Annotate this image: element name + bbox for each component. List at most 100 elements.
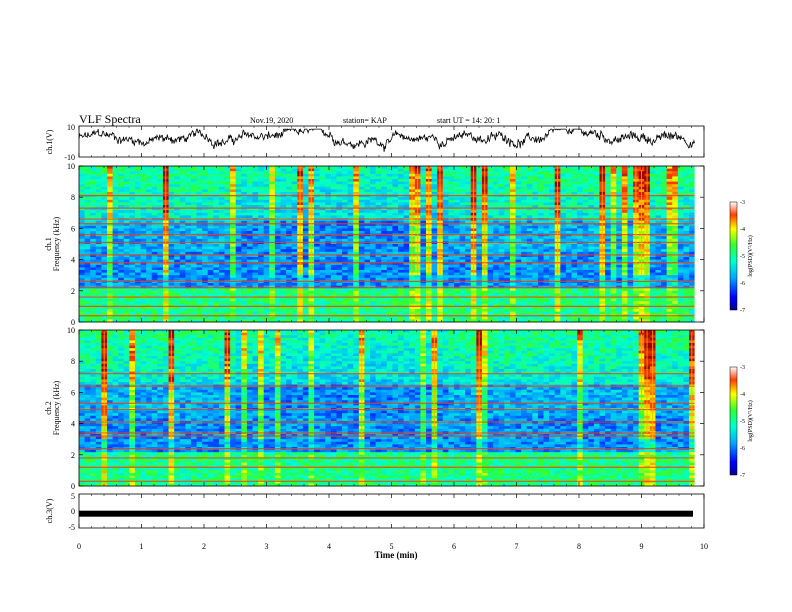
spectrogram-cell [543,166,550,170]
spectrogram-cell [593,171,600,175]
spectrogram-cell [112,168,119,172]
spectrogram-cell [269,179,276,183]
spectrogram-cell [241,176,248,180]
spectrogram-cell [582,176,589,180]
spectrogram-cell [420,171,427,175]
spectrogram-cell [280,176,287,180]
spectrogram-cell [95,173,102,177]
spectrogram-cell [190,176,198,180]
spectrogram-cell [577,166,584,170]
spectrogram-cell [342,176,349,180]
spectrogram-cell [174,171,181,175]
spectrogram-cell [353,179,360,183]
spectrogram-cell [314,173,321,177]
spectrogram-cell [593,166,600,170]
spectrogram-cell [392,176,399,180]
spectrogram-cell [370,179,377,183]
spectrogram-cell [140,166,147,170]
spectrogram-cell [666,171,673,175]
spectrogram-cell [392,166,399,170]
spectrogram-cell [493,173,500,177]
spectrogram-cell [666,173,673,177]
spectrogram-cell [532,171,539,175]
spectrogram-cell [498,171,505,175]
spectrogram-cell [218,166,226,170]
spectrogram-cell [504,173,511,177]
spectrogram-cell [241,173,248,177]
spectrogram-cell [269,166,276,170]
spectrogram-cell [235,166,242,170]
spectrogram-cell [543,171,550,175]
spectrogram-cell [213,176,220,180]
spectrogram-cell [689,166,696,170]
spectrogram-cell [151,166,158,170]
spectrogram-cell [146,173,153,177]
spectrogram-cell [565,173,572,177]
spectrogram-cell [588,168,595,172]
spectrogram-cell [314,171,321,175]
spectrogram-cell [621,173,628,177]
spectrogram-cell [543,173,550,177]
spectrogram-cell [185,179,192,183]
spectrogram-cell [101,171,108,175]
spectrogram-cell [442,176,449,180]
spectrogram-cell [526,176,533,180]
spectrogram-cell [532,176,539,180]
spectrogram-cell [677,171,684,175]
spectrogram-cell [190,168,198,172]
spectrogram-cell [286,171,293,175]
spectrogram-cell [146,171,153,175]
spectrogram-cell [453,166,461,170]
spectrogram-cell [112,176,119,180]
spectrogram-cell [655,168,662,172]
spectrogram-cell [185,173,192,177]
spectrogram-cell [465,171,472,175]
spectrogram-cell [79,166,86,170]
spectrogram-cell [230,168,237,172]
spectrogram-cell [532,166,539,170]
spectrogram-cell [593,176,600,180]
spectrogram-cell [381,176,388,180]
spectrogram-cell [224,171,231,175]
spectrogram-cell [672,166,679,170]
spectrogram-cell [621,168,628,172]
spectrogram-cell [521,171,528,175]
spectrogram-cell [286,173,293,177]
spectrogram-cell [106,166,114,170]
spectrogram-cell [269,173,276,177]
spectrogram-cell [448,176,455,180]
spectrogram-cell [123,179,130,183]
spectrogram-cell [565,168,572,172]
spectrogram-cell [224,168,231,172]
spectrogram-cell [179,173,186,177]
spectrogram-cell [302,176,309,180]
spectrogram-cell [157,173,164,177]
spectrogram-cell [246,173,253,177]
spectrogram-cell [677,166,684,170]
spectrogram-cell [224,179,231,183]
spectrogram-cell [616,173,623,177]
spectrogram-cell [364,176,371,180]
spectrogram-cell [123,173,130,177]
spectrogram-cell [353,168,360,172]
spectrogram-cell [476,166,483,170]
spectrogram-cell [577,173,584,177]
spectrogram-cell [123,168,130,172]
spectrogram-cell [157,168,164,172]
spectrogram-cell [207,179,214,183]
spectrogram-cell [342,168,349,172]
spectrogram-cell [493,168,500,172]
spectrogram-cell [252,166,259,170]
spectrogram-cell [370,168,377,172]
spectrogram-cell [325,176,332,180]
spectrogram-cell [442,171,449,175]
spectrogram-cell [106,173,114,177]
spectrogram-cell [151,168,158,172]
spectrogram-cell [218,176,226,180]
spectrogram-cell [649,176,656,180]
spectrogram-cell [157,166,164,170]
spectrogram-cell [263,179,270,183]
spectrogram-cell [196,173,203,177]
spectrogram-cell [453,176,461,180]
